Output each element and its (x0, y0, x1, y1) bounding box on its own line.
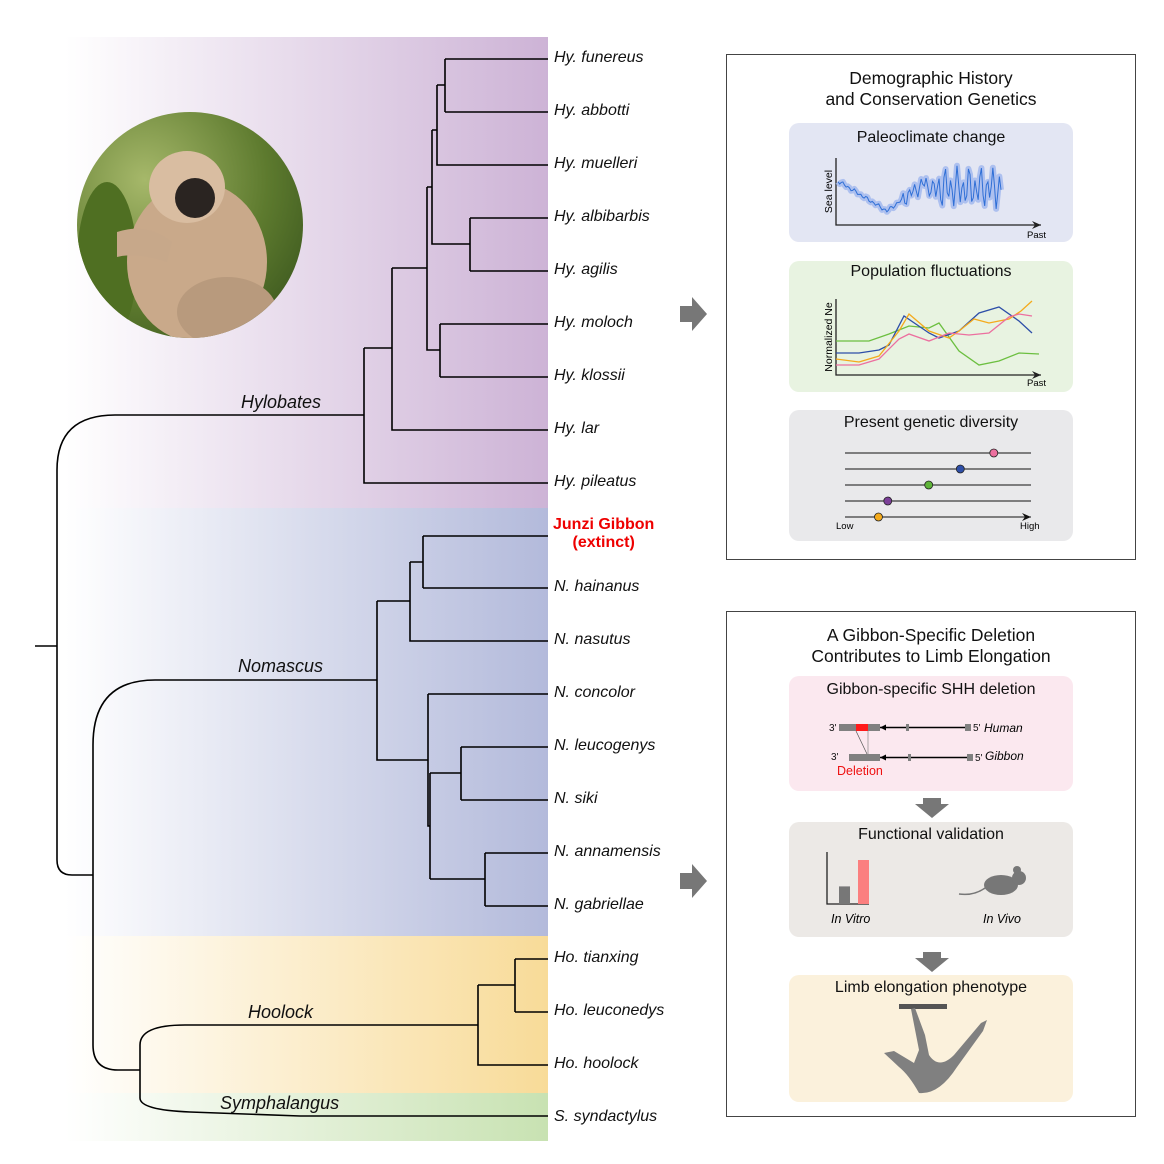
box-title: Demographic History and Conservation Gen… (825, 68, 1037, 109)
species-label: N. gabriellae (554, 896, 644, 913)
axis (835, 158, 1041, 226)
symphalangus-band (65, 1093, 548, 1141)
shh-diagram: 3' 5' Human 3' 5' Gibbon Deletion (829, 721, 1024, 778)
y-axis-label: Sea level (823, 170, 835, 213)
ne-series-line (836, 313, 1033, 366)
ne-series-line (836, 322, 1040, 366)
human-label: Human (984, 721, 1023, 735)
bar (858, 860, 869, 904)
x-axis-label: Past (1027, 378, 1046, 389)
species-label: Hy. moloch (554, 314, 633, 331)
diversity-point (924, 480, 934, 490)
low-label: Low (836, 521, 854, 532)
panel-title: Gibbon-specific SHH deletion (826, 681, 1036, 698)
panel-title: Functional validation (858, 826, 1004, 843)
panel-title: Paleoclimate change (856, 129, 1006, 146)
five-prime-label: 5' (973, 723, 981, 734)
population-panel: Population fluctuations Past Normalized N… (789, 261, 1073, 392)
gibbon-photo (77, 112, 303, 338)
species-label: N. nasutus (554, 631, 631, 648)
sea-level-line (837, 165, 1002, 213)
three-prime-label: 3' (831, 752, 839, 763)
species-label: Hy. klossii (554, 367, 625, 384)
diversity-point (989, 448, 999, 458)
clade-label-hoolock: Hoolock (248, 1002, 314, 1022)
bar (839, 886, 850, 904)
species-label: N. hainanus (554, 578, 640, 595)
diversity-point (874, 512, 883, 522)
nomascus-band (65, 508, 548, 936)
panel-title: Population fluctuations (850, 263, 1012, 280)
axis (835, 299, 1041, 376)
species-label: Hy. agilis (554, 261, 618, 278)
species-label: Hy. funereus (554, 49, 644, 66)
species-label: Hy. pileatus (554, 473, 637, 490)
gibbon-silhouette-icon (884, 1004, 987, 1094)
species-label: Ho. tianxing (554, 949, 639, 966)
species-label: Ho. leuconedys (554, 1002, 665, 1019)
in-vitro-label: In Vitro (831, 912, 870, 926)
gibbon-label: Gibbon (985, 749, 1024, 763)
arrow-down-icon (915, 798, 949, 818)
species-label: N. concolor (554, 684, 635, 701)
diversity-point (955, 464, 965, 474)
mouse-icon (958, 866, 1026, 896)
shh-deletion-panel: Gibbon-specific SHH deletion 3' 5' Human… (789, 676, 1073, 791)
species-label: S. syndactylus (554, 1108, 658, 1125)
deletion-label: Deletion (837, 764, 883, 778)
box-title: A Gibbon-Specific Deletion Contributes t… (811, 625, 1051, 666)
species-label: Hy. lar (554, 420, 600, 437)
deletion-box: A Gibbon-Specific Deletion Contributes t… (726, 611, 1136, 1117)
species-label: N. annamensis (554, 843, 661, 860)
panel-title: Limb elongation phenotype (834, 979, 1028, 996)
diversity-panel: Present genetic diversity Low High (789, 410, 1073, 541)
three-prime-label: 3' (829, 723, 837, 734)
hoolock-band (65, 936, 548, 1093)
x-axis-label: Past (1027, 230, 1046, 241)
diversity-point (883, 496, 893, 506)
species-label: N. leucogenys (554, 737, 656, 754)
species-label: Hy. muelleri (554, 155, 638, 172)
five-prime-label: 5' (975, 753, 983, 764)
junzi-gibbon-name: Junzi Gibbon (553, 516, 655, 533)
functional-validation-panel: Functional validation In Vitro In Vivo (789, 822, 1073, 937)
ne-series-line (835, 300, 1033, 363)
clade-label-hylobates: Hylobates (241, 392, 322, 412)
extinct-species-label: Junzi Gibbon (extinct) (553, 516, 654, 552)
in-vivo-label: In Vivo (983, 912, 1021, 926)
extinct-note: (extinct) (572, 534, 635, 551)
ne-series-line (836, 306, 1033, 354)
limb-phenotype-panel: Limb elongation phenotype (789, 975, 1073, 1102)
arrow-right-icon (680, 864, 707, 898)
demographic-history-box: Demographic History and Conservation Gen… (726, 54, 1136, 560)
y-axis-label: Normalized Ne (823, 302, 835, 372)
axis-arrow (1022, 513, 1031, 521)
axis-arrow (1032, 221, 1041, 229)
panel-title: Present genetic diversity (843, 414, 1019, 431)
species-label: Hy. abbotti (554, 102, 630, 119)
arrow-down-icon (915, 952, 949, 972)
species-label: Hy. albibarbis (554, 208, 650, 225)
arrow-right-icon (680, 297, 707, 331)
clade-label-symphalangus: Symphalangus (220, 1093, 340, 1113)
clade-label-nomascus: Nomascus (238, 656, 324, 676)
high-label: High (1020, 521, 1040, 532)
deleted-region (856, 724, 868, 731)
species-label: Ho. hoolock (554, 1055, 639, 1072)
axis-arrow (1032, 371, 1041, 379)
paleoclimate-panel: Paleoclimate change Past Sea level (789, 123, 1073, 242)
species-label: N. siki (554, 790, 598, 807)
